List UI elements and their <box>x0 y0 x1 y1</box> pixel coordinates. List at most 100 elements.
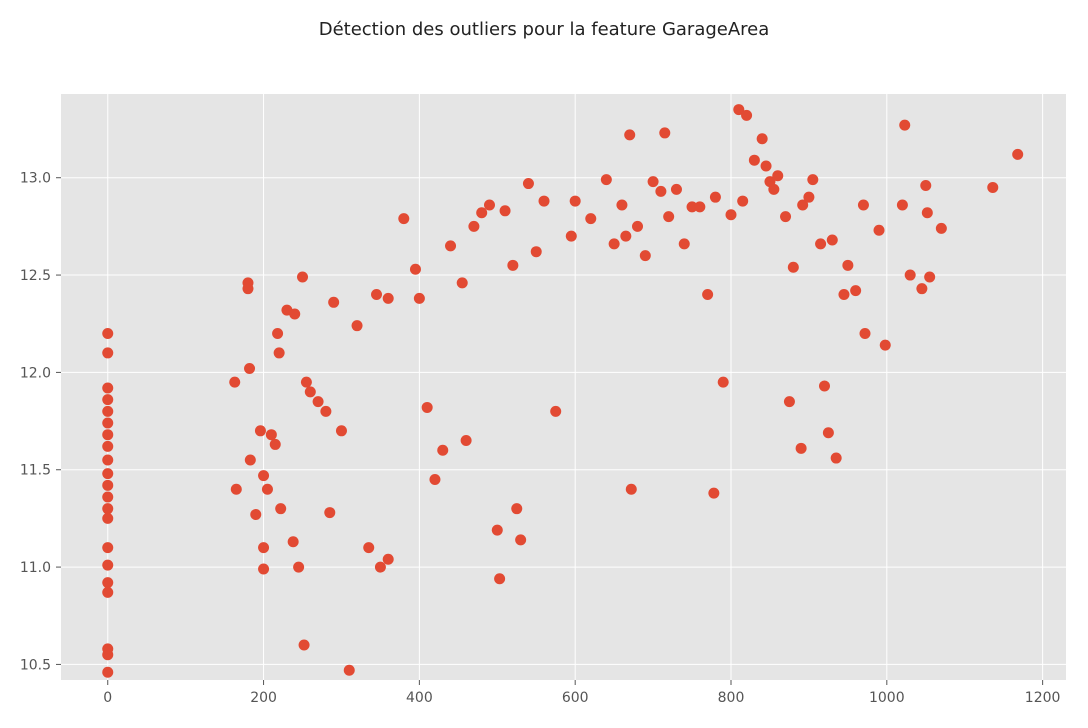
scatter-point <box>921 207 933 219</box>
scatter-point <box>437 444 449 456</box>
scatter-point <box>244 363 256 375</box>
scatter-point <box>818 380 830 392</box>
scatter-point <box>708 487 720 499</box>
scatter-point <box>468 220 480 232</box>
scatter-point <box>624 129 636 141</box>
scatter-point <box>838 289 850 301</box>
scatter-point <box>312 396 324 408</box>
scatter-point <box>899 119 911 131</box>
scatter-point <box>363 542 375 554</box>
scatter-point <box>826 234 838 246</box>
scatter-point <box>409 263 421 275</box>
scatter-point <box>102 491 114 503</box>
scatter-point <box>242 283 254 295</box>
scatter-point <box>250 509 262 521</box>
scatter-point <box>511 503 523 515</box>
scatter-point <box>254 425 266 437</box>
scatter-point <box>859 327 871 339</box>
scatter-point <box>780 211 792 223</box>
scatter-point <box>694 201 706 213</box>
scatter-point <box>273 347 285 359</box>
scatter-point <box>822 427 834 439</box>
scatter-point <box>494 573 506 585</box>
scatter-point <box>987 181 999 193</box>
scatter-point <box>748 154 760 166</box>
scatter-point <box>102 468 114 480</box>
scatter-point <box>374 561 386 573</box>
scatter-point <box>456 277 468 289</box>
scatter-point <box>807 174 819 186</box>
scatter-point <box>741 109 753 121</box>
scatter-point <box>445 240 457 252</box>
scatter-point <box>102 327 114 339</box>
x-tick-label: 200 <box>250 690 277 706</box>
scatter-point <box>1012 148 1024 160</box>
scatter-point <box>102 503 114 515</box>
chart-title: Détection des outliers pour la feature G… <box>319 19 770 40</box>
scatter-point <box>460 435 472 447</box>
scatter-point <box>244 454 256 466</box>
y-tick-label: 11.5 <box>20 463 51 479</box>
scatter-point <box>102 666 114 678</box>
scatter-point <box>879 339 891 351</box>
scatter-point <box>702 289 714 301</box>
scatter-point <box>324 507 336 519</box>
y-axis-ticks: 10.5 11.0 11.5 12.0 12.5 13.0 <box>20 171 61 673</box>
scatter-point <box>830 452 842 464</box>
scatter-point <box>659 127 671 139</box>
scatter-point <box>261 483 273 495</box>
x-tick-label: 1200 <box>1025 690 1061 706</box>
scatter-point <box>328 296 340 308</box>
scatter-point <box>102 454 114 466</box>
scatter-point <box>896 199 908 211</box>
scatter-point <box>258 563 270 575</box>
scatter-point <box>620 230 632 242</box>
scatter-point <box>733 104 745 116</box>
scatter-point <box>768 183 780 195</box>
scatter-point <box>102 429 114 441</box>
scatter-point <box>803 191 815 203</box>
scatter-point <box>522 178 534 190</box>
scatter-point <box>783 396 795 408</box>
scatter-point <box>102 643 114 655</box>
scatter-point <box>550 405 562 417</box>
y-tick-label: 13.0 <box>20 171 51 187</box>
scatter-point <box>289 308 301 320</box>
scatter-point <box>585 213 597 225</box>
scatter-point <box>569 195 581 207</box>
scatter-point <box>483 199 495 211</box>
scatter-point <box>608 238 620 250</box>
scatter-point <box>507 259 519 271</box>
scatter-point <box>102 512 114 524</box>
x-tick-label: 0 <box>103 690 112 706</box>
scatter-point <box>756 133 768 145</box>
scatter-point <box>343 664 355 676</box>
scatter-point <box>272 327 284 339</box>
scatter-point <box>258 470 270 482</box>
x-tick-label: 600 <box>562 690 589 706</box>
scatter-point <box>265 429 277 441</box>
scatter-point <box>102 542 114 554</box>
scatter-point <box>421 401 433 413</box>
scatter-point <box>709 191 721 203</box>
scatter-point <box>102 382 114 394</box>
scatter-point <box>230 483 242 495</box>
scatter-point <box>102 405 114 417</box>
scatter-point <box>491 524 503 536</box>
scatter-point <box>935 222 947 234</box>
scatter-point <box>102 347 114 359</box>
scatter-point <box>293 561 305 573</box>
scatter-point <box>873 224 885 236</box>
y-tick-label: 11.0 <box>20 560 51 576</box>
scatter-point <box>725 209 737 221</box>
scatter-point <box>639 250 651 262</box>
scatter-point <box>842 259 854 271</box>
scatter-point <box>616 199 628 211</box>
scatter-point <box>429 473 441 485</box>
scatter-point <box>565 230 577 242</box>
scatter-point <box>625 483 637 495</box>
scatter-point <box>600 174 612 186</box>
scatter-point <box>476 207 488 219</box>
scatter-point <box>102 417 114 429</box>
